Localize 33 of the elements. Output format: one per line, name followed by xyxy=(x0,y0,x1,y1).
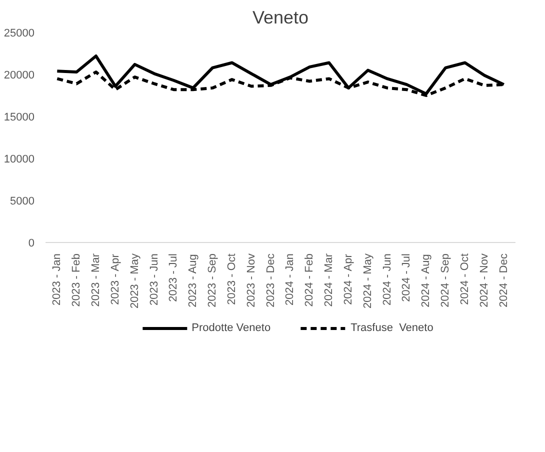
x-tick-label: 2023 - May xyxy=(128,253,141,309)
y-tick-label: 25000 xyxy=(4,28,35,40)
y-tick-label: 20000 xyxy=(4,70,35,82)
y-tick-label: 5000 xyxy=(10,196,35,208)
x-tick-label: 2023 - Oct xyxy=(226,254,238,305)
x-tick-label: 2024 - Dec xyxy=(498,253,510,308)
x-tick-label: 2023 - Nov xyxy=(245,253,258,308)
x-tick-label: 2023 - Jul xyxy=(168,253,180,302)
x-tick-label: 2024 - Jul xyxy=(400,253,413,302)
x-tick-label: 2023 - Dec xyxy=(264,253,277,308)
x-tick-label: 2024 - Feb xyxy=(304,254,316,307)
x-tick-label: 2024 - Jun xyxy=(381,253,394,306)
x-tick-label: 2024 - Sep xyxy=(440,253,452,308)
x-tick-label: 2024 - May xyxy=(362,253,374,309)
x-tick-label: 2023 - Feb xyxy=(70,254,83,307)
x-tick-label: 2023 - Sep xyxy=(206,253,219,308)
legend-label: Trasfuse Veneto xyxy=(350,322,434,334)
x-tick-label: 2023 - Mar xyxy=(90,253,102,307)
chart-title: Veneto xyxy=(252,8,309,28)
y-tick-label: 0 xyxy=(28,238,35,250)
x-tick-label: 2024 - Jan xyxy=(284,253,296,306)
x-tick-label: 2023 - Jun xyxy=(148,253,160,306)
x-tick-label: 2024 - Mar xyxy=(323,253,336,307)
y-tick-label: 10000 xyxy=(4,154,35,166)
legend-label: Prodotte Veneto xyxy=(192,322,271,334)
x-tick-label: 2023 - Aug xyxy=(187,254,200,308)
x-tick-label: 2024 - Aug xyxy=(420,254,432,308)
x-tick-label: 2024 - Oct xyxy=(459,254,472,305)
x-tick-label: 2024 - Apr xyxy=(342,254,354,305)
y-tick-label: 15000 xyxy=(4,112,35,124)
x-tick-label: 2023 - Apr xyxy=(109,254,122,305)
x-tick-label: 2023 - Jan xyxy=(51,253,64,306)
x-tick-label: 2024 - Nov xyxy=(478,253,490,308)
